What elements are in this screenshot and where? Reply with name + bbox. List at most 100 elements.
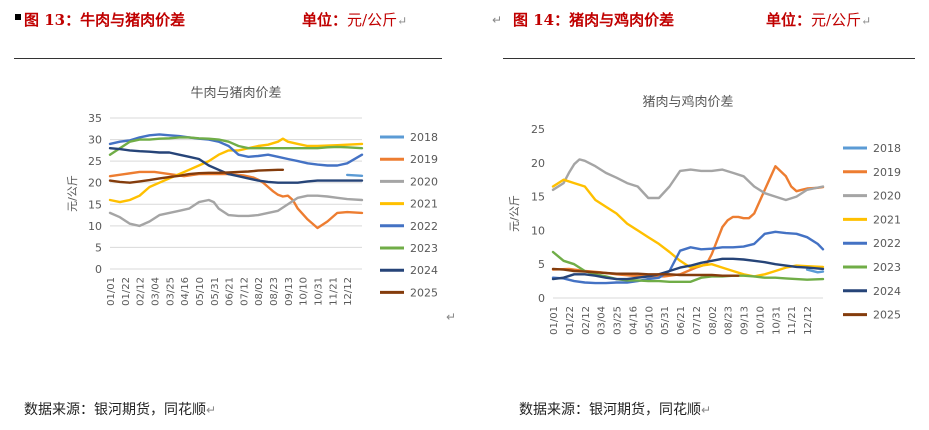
series-line-2022 bbox=[551, 230, 825, 285]
x-tick-label: 05/10 bbox=[195, 277, 206, 306]
series-line-2025 bbox=[108, 168, 285, 184]
unit-value: 元/公斤 bbox=[347, 11, 398, 29]
y-tick-label: 20 bbox=[88, 177, 102, 190]
y-axis-label: 元/公斤 bbox=[508, 195, 521, 232]
y-axis-label: 元/公斤 bbox=[66, 175, 79, 212]
legend-label: 2025 bbox=[410, 286, 438, 299]
x-tick-label: 01/01 bbox=[549, 306, 560, 335]
divider-line bbox=[14, 58, 442, 59]
y-tick-label: 5 bbox=[95, 241, 102, 254]
chart-title: 牛肉与猪肉价差 bbox=[190, 86, 281, 101]
return-mark: ↵ bbox=[206, 403, 217, 417]
series-line-2025 bbox=[551, 267, 740, 277]
x-tick-label: 05/31 bbox=[210, 277, 221, 306]
legend-label: 2021 bbox=[410, 198, 438, 211]
series-line-2021 bbox=[108, 137, 364, 204]
legend-label: 2024 bbox=[410, 264, 438, 277]
x-tick-label: 08/23 bbox=[269, 277, 280, 306]
legend-label: 2022 bbox=[410, 220, 438, 233]
x-tick-label: 10/31 bbox=[771, 306, 782, 335]
figure-14-title: 图 14：猪肉与鸡肉价差 bbox=[513, 11, 675, 29]
series-line-2023 bbox=[551, 250, 825, 283]
y-tick-label: 25 bbox=[531, 123, 545, 136]
legend-label: 2018 bbox=[410, 131, 438, 144]
source-text: 数据来源：银河期货，同花顺 bbox=[24, 402, 206, 418]
legend-label: 2018 bbox=[873, 142, 901, 155]
x-tick-label: 03/04 bbox=[597, 306, 608, 335]
x-tick-label: 07/12 bbox=[239, 277, 250, 306]
y-tick-label: 20 bbox=[531, 157, 545, 170]
return-mark: ↵ bbox=[701, 403, 712, 417]
x-tick-label: 06/21 bbox=[225, 277, 236, 306]
series-line-2024 bbox=[108, 146, 364, 184]
legend-label: 2023 bbox=[873, 261, 901, 274]
return-mark: ↵ bbox=[397, 14, 408, 28]
series-line-2023 bbox=[108, 136, 364, 156]
chart-pork-chicken-spread: 猪肉与鸡肉价差 0 5 10 15 20 25 元/公斤 01/01 01/22 02/12 03/0… bbox=[508, 94, 901, 335]
y-tick-label: 10 bbox=[88, 220, 102, 233]
figure-14-unit: 单位：元/公斤↵ bbox=[766, 9, 871, 30]
x-tick-label: 05/31 bbox=[660, 306, 671, 335]
unit-value: 元/公斤 bbox=[811, 11, 862, 29]
series-line-2020 bbox=[108, 194, 364, 228]
legend-label: 2022 bbox=[873, 237, 901, 250]
y-tick-label: 5 bbox=[538, 258, 545, 271]
x-tick-label: 01/01 bbox=[106, 277, 117, 306]
x-tick-label: 05/10 bbox=[644, 306, 655, 335]
series-line-2024 bbox=[551, 257, 825, 281]
x-tick-label: 10/10 bbox=[755, 306, 766, 335]
y-tick-label: 0 bbox=[538, 292, 545, 305]
series-line-2020 bbox=[551, 158, 825, 202]
unit-label: 单位： bbox=[766, 11, 812, 29]
series-line-2018 bbox=[346, 173, 364, 178]
chart-title: 猪肉与鸡肉价差 bbox=[642, 94, 733, 110]
unit-label: 单位： bbox=[302, 11, 348, 29]
x-tick-label: 08/23 bbox=[724, 306, 735, 335]
x-tick-label: 07/12 bbox=[692, 306, 703, 335]
x-tick-label: 08/02 bbox=[254, 277, 265, 306]
x-tick-label: 12/12 bbox=[803, 306, 814, 335]
x-tick-label: 06/21 bbox=[676, 306, 687, 335]
x-tick-label: 10/31 bbox=[314, 277, 325, 306]
x-tick-label: 02/12 bbox=[581, 306, 592, 335]
bullet-marker bbox=[15, 14, 21, 20]
x-tick-label: 10/10 bbox=[299, 277, 310, 306]
legend-label: 2024 bbox=[873, 285, 901, 298]
figure-14-source: 数据来源：银河期货，同花顺↵ bbox=[519, 399, 711, 419]
series-line-2022 bbox=[108, 133, 364, 167]
return-mark: ↵ bbox=[861, 14, 872, 28]
source-text: 数据来源：银河期货，同花顺 bbox=[519, 402, 701, 418]
figure-13-title: 图 13：牛肉与猪肉价差 bbox=[24, 11, 186, 29]
series-line-2019 bbox=[551, 164, 825, 278]
x-tick-label: 11/21 bbox=[787, 306, 798, 335]
divider-line bbox=[503, 58, 915, 59]
return-mark: ↵ bbox=[492, 13, 503, 27]
x-tick-label: 03/25 bbox=[165, 277, 176, 306]
series-line-2019 bbox=[108, 170, 364, 230]
legend-label: 2019 bbox=[873, 166, 901, 179]
x-tick-label: 03/04 bbox=[150, 277, 161, 306]
x-tick-label: 09/13 bbox=[284, 277, 295, 306]
y-tick-label: 0 bbox=[95, 263, 102, 276]
x-tick-label: 09/13 bbox=[740, 306, 751, 335]
figure-13-source: 数据来源：银河期货，同花顺↵ bbox=[24, 399, 216, 419]
y-tick-label: 15 bbox=[531, 191, 545, 204]
figure-13-unit: 单位：元/公斤↵ bbox=[302, 9, 407, 30]
x-tick-label: 04/16 bbox=[180, 277, 191, 306]
legend-label: 2020 bbox=[873, 190, 901, 203]
x-tick-label: 01/22 bbox=[121, 277, 132, 306]
x-tick-label: 11/21 bbox=[328, 277, 339, 306]
x-tick-label: 12/12 bbox=[343, 277, 354, 306]
legend-label: 2021 bbox=[873, 213, 901, 226]
x-tick-label: 03/25 bbox=[613, 306, 624, 335]
legend-label: 2023 bbox=[410, 242, 438, 255]
x-tick-label: 01/22 bbox=[565, 306, 576, 335]
y-tick-label: 15 bbox=[88, 198, 102, 211]
legend-label: 2020 bbox=[410, 175, 438, 188]
x-tick-label: 04/16 bbox=[628, 306, 639, 335]
x-tick-label: 02/12 bbox=[136, 277, 147, 306]
y-tick-label: 10 bbox=[531, 224, 545, 237]
y-tick-label: 25 bbox=[88, 155, 102, 168]
return-mark: ↵ bbox=[446, 310, 457, 324]
